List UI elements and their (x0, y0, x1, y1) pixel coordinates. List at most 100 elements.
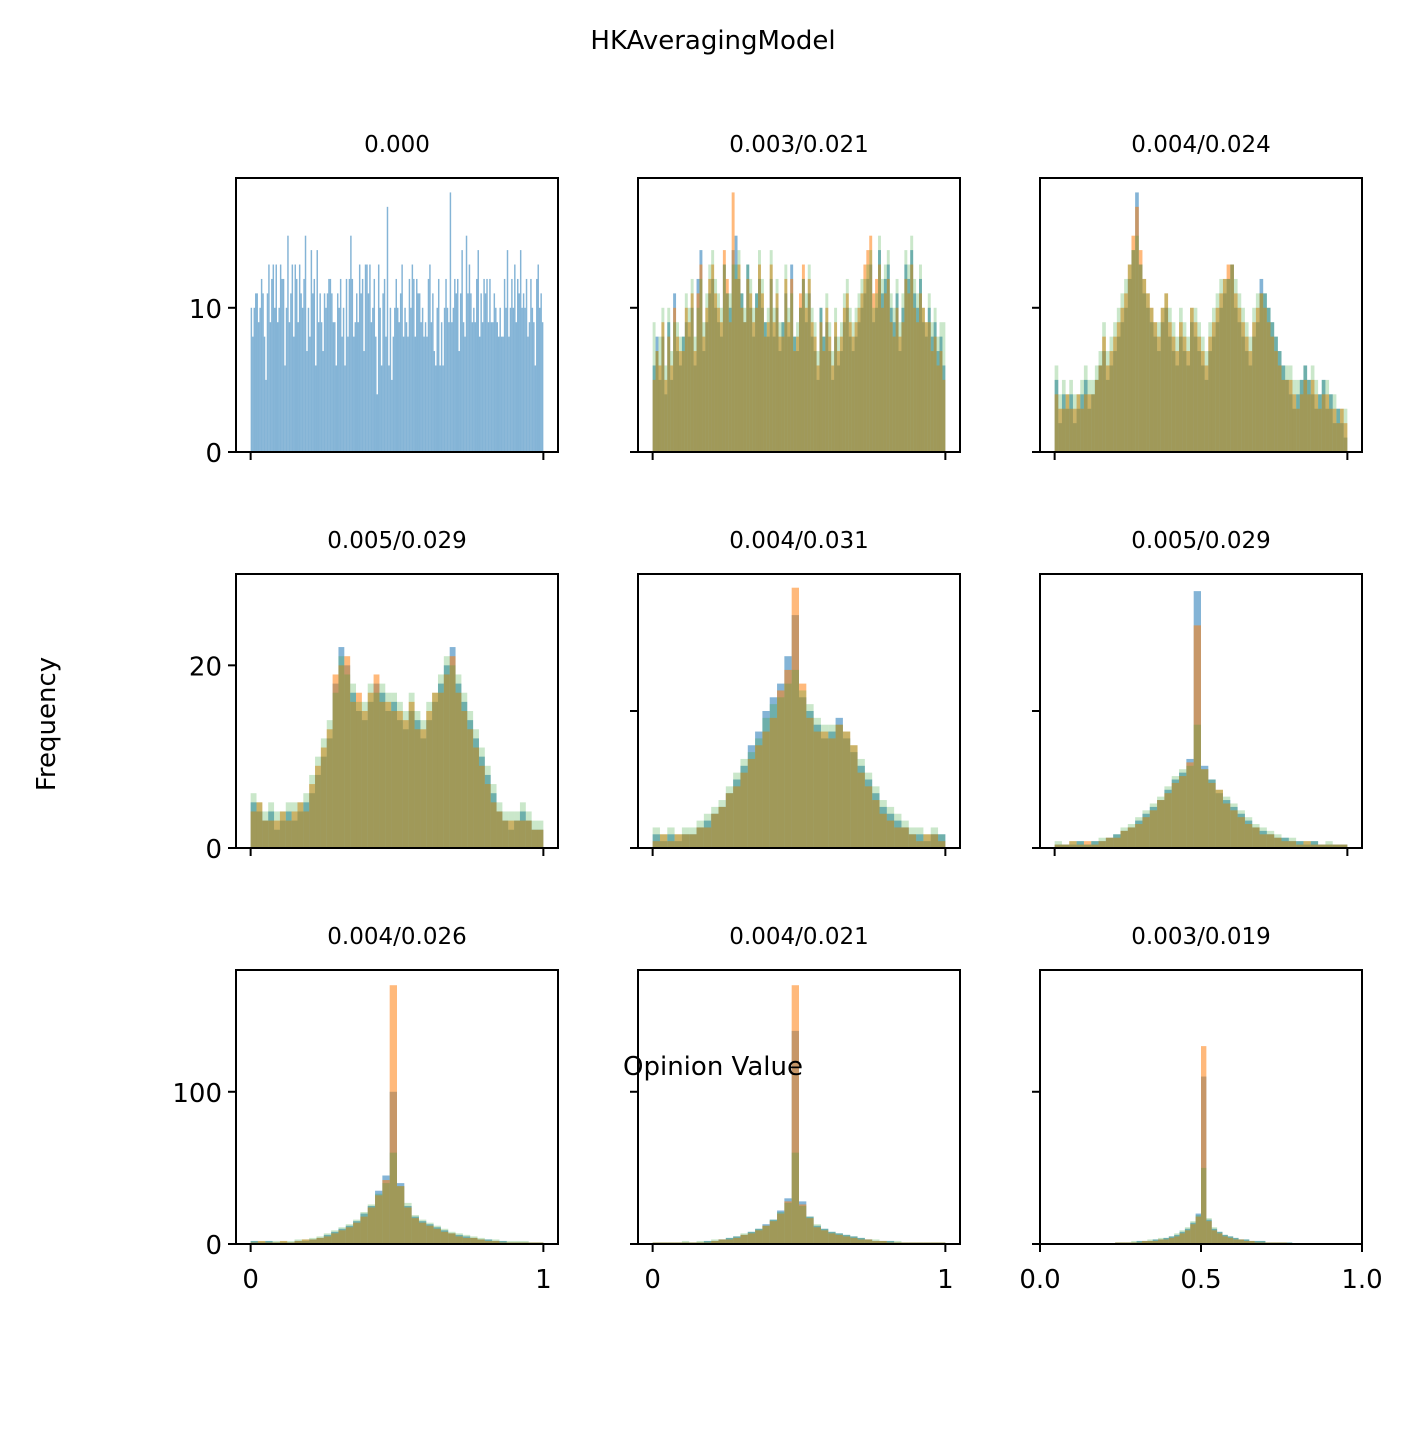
histogram-bar (1217, 1233, 1223, 1244)
histogram-bar (1226, 278, 1231, 452)
histogram-bar (820, 1230, 829, 1244)
histogram-bar (414, 729, 421, 848)
histogram-bar (703, 827, 712, 848)
histogram-bar (1332, 844, 1341, 848)
histogram-bar (837, 351, 840, 452)
histogram-bar (1270, 322, 1275, 452)
histogram-bar (1325, 844, 1333, 848)
histogram-bar (1197, 322, 1201, 452)
histogram-bar (791, 587, 799, 848)
histogram-bar (344, 365, 346, 452)
histogram-bar (1069, 841, 1077, 848)
histogram-bar (417, 293, 419, 452)
histogram-bar (901, 820, 909, 848)
histogram-bar (353, 1222, 361, 1244)
histogram-bar (1127, 264, 1132, 452)
histogram-bar (1076, 844, 1084, 848)
histogram-bar (1190, 1221, 1196, 1244)
histogram-bar (878, 235, 881, 452)
histogram-bar (1259, 293, 1264, 452)
histogram-bar (405, 322, 408, 452)
histogram-bar (791, 669, 799, 848)
histogram-bar (386, 206, 389, 452)
histogram-bar (910, 264, 914, 452)
histogram-bar (863, 264, 867, 452)
histogram-bar (1296, 841, 1304, 848)
histogram-bar (740, 772, 748, 848)
histogram-bar (733, 1237, 741, 1244)
histogram-bar (484, 1239, 493, 1244)
histogram-bar (309, 774, 316, 848)
histogram-bar (1179, 1233, 1185, 1244)
panel-1: 0.000 0 10 (189, 132, 559, 469)
histogram-bar (420, 729, 427, 848)
histogram-bar (418, 293, 421, 452)
histogram-bar (260, 278, 263, 452)
histogram-bar (432, 692, 438, 848)
histogram-bar (1153, 322, 1158, 452)
histogram-bar (484, 293, 487, 452)
histogram-bar (711, 264, 715, 452)
histogram-bar (886, 820, 895, 848)
histogram-bar (927, 293, 931, 452)
histogram-bar (842, 1236, 851, 1244)
histogram-bar (522, 293, 525, 452)
histogram-bar (402, 711, 409, 848)
histogram-bar (388, 365, 390, 452)
histogram-bar (1241, 322, 1245, 452)
histogram-bar (1274, 336, 1278, 452)
histogram-bar (740, 1234, 748, 1244)
histogram-bar (1146, 293, 1150, 452)
histogram-bar (806, 1216, 814, 1244)
histogram-bar (1248, 351, 1253, 452)
histogram-bar (857, 293, 861, 452)
histogram-bar (1158, 1239, 1164, 1244)
histogram-bar (361, 711, 368, 848)
histogram-bar (445, 278, 447, 452)
histogram-bar (799, 690, 807, 848)
histogram-bar (307, 307, 310, 452)
histogram-bar (1211, 307, 1216, 452)
histogram-bar (1343, 408, 1348, 452)
histogram-bar (361, 701, 368, 848)
panel-title: 0.004/0.021 (729, 924, 868, 950)
histogram-bar (743, 307, 747, 452)
histogram-bar (904, 278, 908, 452)
histogram-bar (476, 278, 478, 452)
histogram-bar (708, 264, 712, 452)
histogram-bar (860, 293, 864, 452)
histogram-bar (525, 811, 532, 848)
histogram-bar (834, 307, 838, 452)
histogram-bar (1230, 803, 1238, 848)
histogram-bar (921, 307, 925, 452)
histogram-bar (1174, 1236, 1180, 1244)
histogram-bar (489, 278, 491, 452)
histogram-bar (455, 1233, 463, 1244)
histogram-bar (294, 1240, 302, 1244)
histogram-bar (351, 278, 354, 452)
histogram-bar (1164, 786, 1172, 848)
histogram-bar (309, 784, 316, 848)
histogram-bar (879, 813, 887, 848)
histogram-bar (446, 307, 449, 452)
histogram-bar (784, 683, 792, 848)
histogram-bar (760, 293, 764, 452)
histogram-bar (1080, 408, 1084, 452)
histogram-bar (356, 293, 358, 452)
histogram-bar (478, 747, 485, 848)
histogram-bar (1292, 394, 1297, 452)
histogram-bar (304, 235, 307, 452)
histogram-bar (718, 1239, 726, 1244)
histogram-bar (1186, 351, 1191, 452)
histogram-bar (462, 1234, 471, 1244)
histogram-bar (361, 278, 364, 452)
histogram-bar (284, 365, 286, 452)
histogram-bar (828, 724, 836, 848)
histogram-bar (443, 656, 450, 848)
histogram-bar (492, 1239, 500, 1244)
panel-title: 0.005/0.029 (327, 528, 466, 554)
histogram-bar (725, 1239, 734, 1244)
histogram-bar (331, 1230, 339, 1244)
histogram-bar (418, 1219, 427, 1244)
histogram-bar (930, 322, 934, 452)
